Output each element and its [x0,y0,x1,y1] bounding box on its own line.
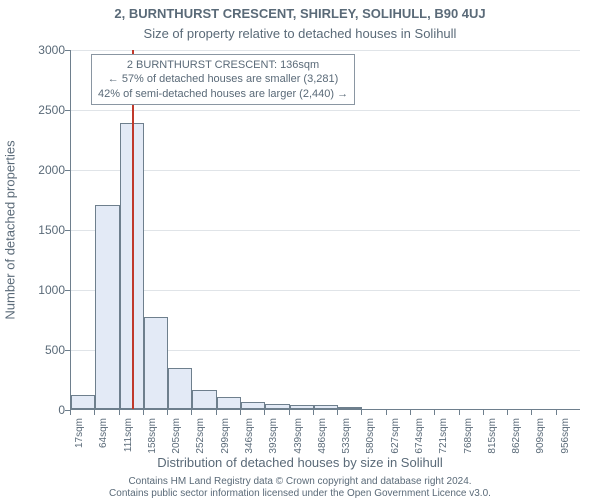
gridline [71,230,580,231]
x-tick-label: 815sqm [487,418,498,466]
x-tick-mark [507,410,508,415]
gridline [71,50,580,51]
chart-title-address: 2, BURNTHURST CRESCENT, SHIRLEY, SOLIHUL… [0,6,600,21]
x-tick-mark [216,410,217,415]
histogram-bar [338,407,362,409]
x-tick-label: 627sqm [390,418,401,466]
y-tick-mark [65,50,70,51]
x-tick-mark [167,410,168,415]
histogram-bar [144,317,168,409]
histogram-bar [217,397,241,409]
x-tick-mark [70,410,71,415]
y-tick-mark [65,110,70,111]
histogram-bar [241,402,265,409]
x-tick-mark [410,410,411,415]
x-tick-label: 111sqm [123,418,134,466]
x-tick-label: 158sqm [147,418,158,466]
y-tick-label: 3000 [5,43,65,57]
y-tick-mark [65,350,70,351]
x-tick-mark [556,410,557,415]
y-tick-label: 1500 [5,223,65,237]
y-tick-mark [65,170,70,171]
y-tick-mark [65,230,70,231]
x-tick-mark [531,410,532,415]
x-tick-mark [483,410,484,415]
x-tick-label: 64sqm [98,418,109,466]
histogram-bar [71,395,95,409]
histogram-bar [95,205,119,409]
y-tick-label: 2000 [5,163,65,177]
y-tick-label: 2500 [5,103,65,117]
x-tick-label: 674sqm [414,418,425,466]
x-tick-label: 17sqm [74,418,85,466]
x-tick-label: 721sqm [438,418,449,466]
credit-line1: Contains HM Land Registry data © Crown c… [128,476,471,487]
x-tick-mark [240,410,241,415]
x-tick-mark [143,410,144,415]
y-tick-mark [65,290,70,291]
x-tick-label: 768sqm [463,418,474,466]
callout-line2: ← 57% of detached houses are smaller (3,… [98,72,348,86]
x-tick-mark [361,410,362,415]
gridline [71,110,580,111]
chart-title-subtitle: Size of property relative to detached ho… [0,26,600,41]
histogram-bar [265,404,289,409]
x-tick-label: 533sqm [341,418,352,466]
gridline [71,290,580,291]
histogram-bar [168,368,192,409]
callout-box: 2 BURNTHURST CRESCENT: 136sqm ← 57% of d… [91,54,355,105]
x-tick-mark [289,410,290,415]
x-tick-mark [313,410,314,415]
x-tick-label: 439sqm [293,418,304,466]
x-tick-label: 252sqm [195,418,206,466]
x-tick-mark [264,410,265,415]
histogram-bar [314,405,338,409]
x-tick-mark [191,410,192,415]
y-tick-label: 0 [5,403,65,417]
x-tick-label: 486sqm [317,418,328,466]
gridline [71,170,580,171]
callout-line3: 42% of semi-detached houses are larger (… [98,87,348,101]
x-tick-label: 580sqm [365,418,376,466]
x-tick-label: 909sqm [535,418,546,466]
chart-container: { "title_line1": "2, BURNTHURST CRESCENT… [0,0,600,500]
plot-area: 2 BURNTHURST CRESCENT: 136sqm ← 57% of d… [70,50,580,410]
x-tick-label: 346sqm [244,418,255,466]
x-tick-mark [386,410,387,415]
x-tick-mark [119,410,120,415]
histogram-bar [290,405,314,409]
x-tick-mark [434,410,435,415]
x-tick-label: 956sqm [560,418,571,466]
x-tick-label: 862sqm [511,418,522,466]
credit-line2: Contains public sector information licen… [109,488,491,499]
x-tick-mark [459,410,460,415]
x-tick-mark [94,410,95,415]
x-tick-label: 393sqm [268,418,279,466]
y-tick-label: 1000 [5,283,65,297]
x-tick-label: 299sqm [220,418,231,466]
x-tick-mark [337,410,338,415]
x-tick-label: 205sqm [171,418,182,466]
callout-line1: 2 BURNTHURST CRESCENT: 136sqm [98,58,348,72]
y-tick-label: 500 [5,343,65,357]
credit-text: Contains HM Land Registry data © Crown c… [0,476,600,500]
histogram-bar [192,390,216,409]
